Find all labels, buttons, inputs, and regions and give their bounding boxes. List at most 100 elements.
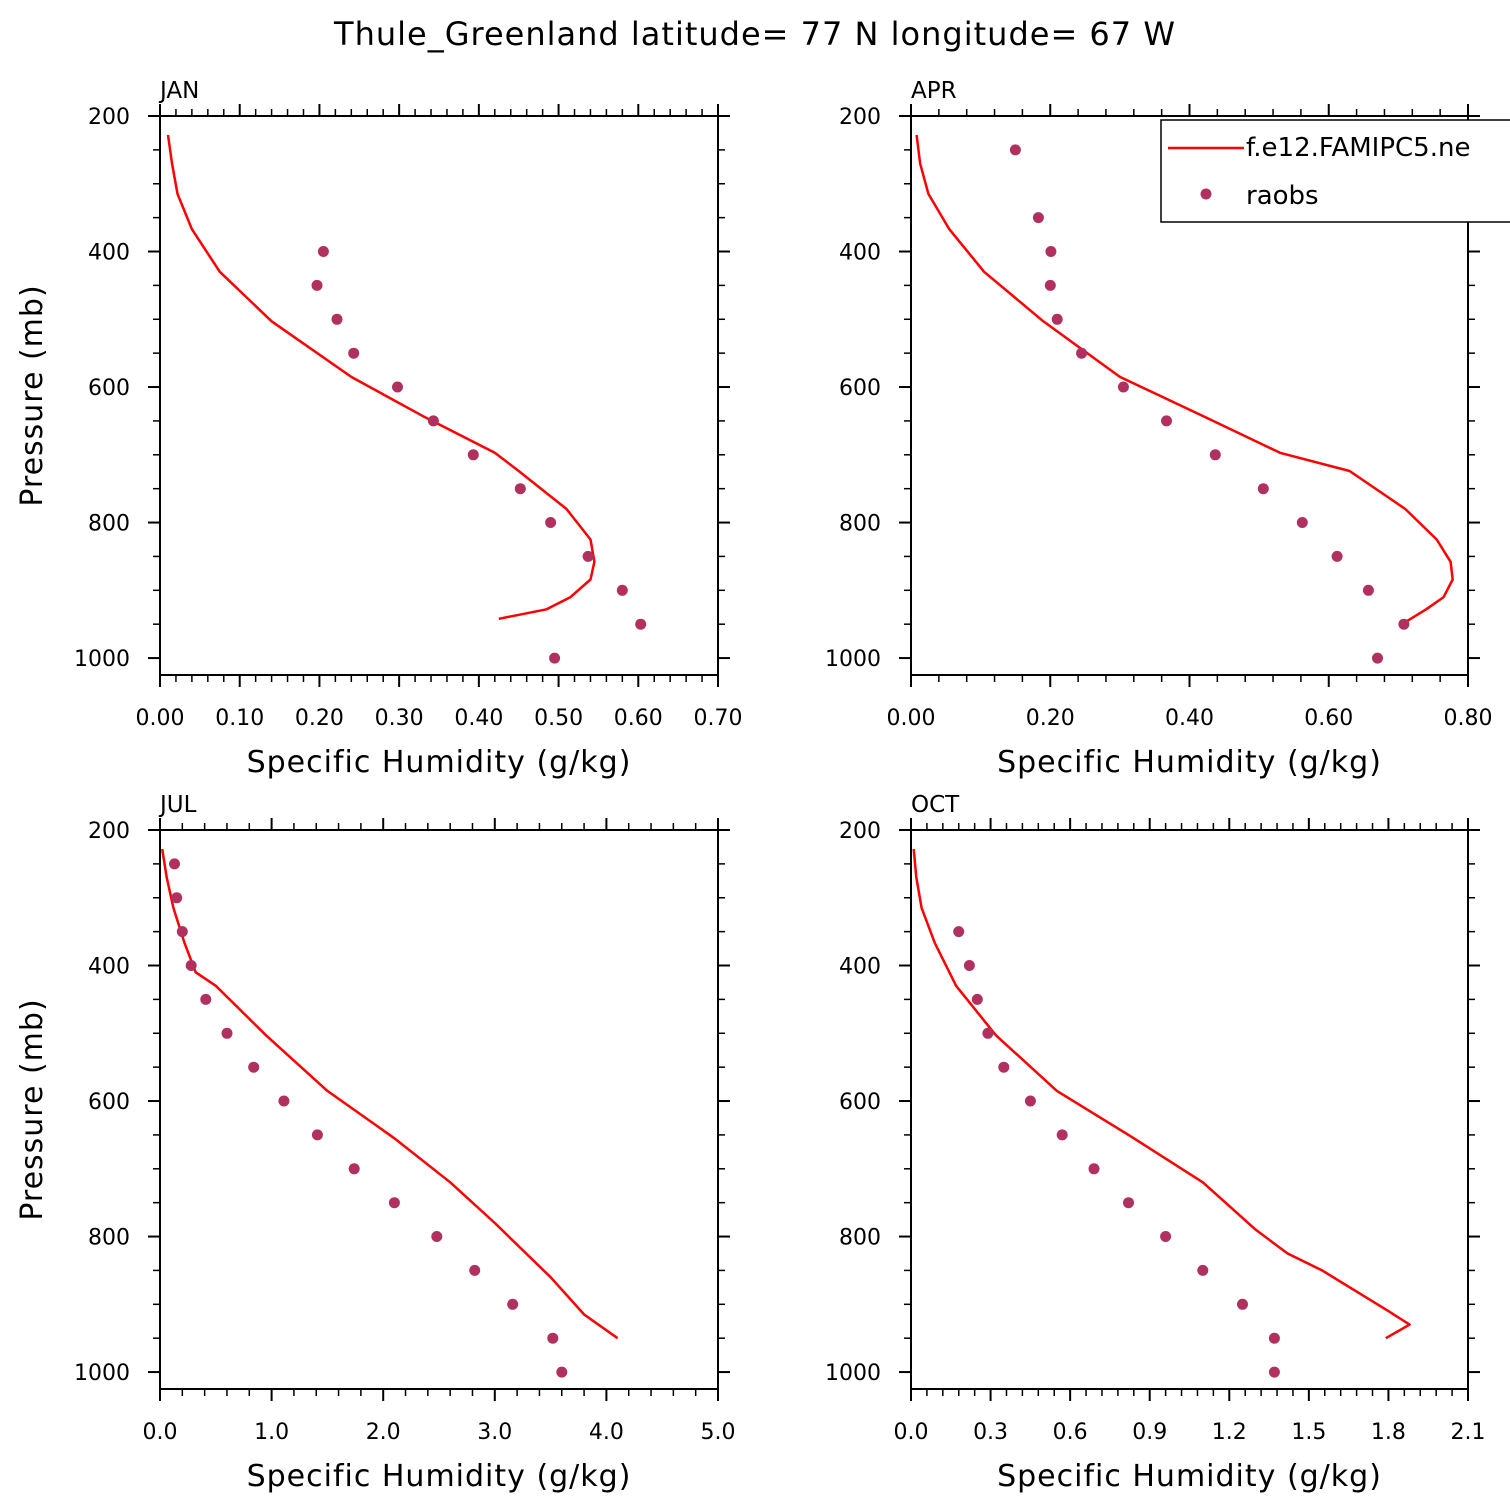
raobs-point xyxy=(1056,1129,1068,1141)
legend-obs-swatch xyxy=(1200,188,1212,200)
raobs-point xyxy=(1331,550,1343,562)
raobs-point xyxy=(248,1061,260,1073)
x-tick-label: 2.1 xyxy=(1451,1420,1486,1445)
raobs-point xyxy=(1268,1332,1280,1344)
model-line xyxy=(915,134,1454,626)
y-tick-label: 400 xyxy=(88,955,130,980)
legend: f.e12.FAMIPC5.ne raobs xyxy=(1160,119,1510,223)
raobs-point xyxy=(431,1231,443,1242)
y-tick-label: 1000 xyxy=(74,1361,130,1386)
raobs-point xyxy=(1024,1095,1036,1107)
x-tick-label: 0.00 xyxy=(136,706,185,731)
plot-frame xyxy=(159,115,719,676)
raobs-point xyxy=(971,993,983,1005)
raobs-point xyxy=(507,1298,519,1310)
y-tick-label: 200 xyxy=(839,819,881,844)
raobs-point xyxy=(185,960,197,971)
chart-panel-jan: JAN 0.00 0.10 0.20 0.30 0.40 0.50 0.60 0.70 200 40… xyxy=(15,78,742,780)
y-tick-label: 200 xyxy=(839,105,881,130)
raobs-point xyxy=(1117,381,1129,393)
plot-frame xyxy=(910,829,1469,1390)
raobs-point xyxy=(635,618,647,630)
x-axis-label: Specific Humidity (g/kg) xyxy=(997,745,1382,780)
x-tick-label: 0.30 xyxy=(375,706,424,731)
raobs-point xyxy=(1045,246,1057,257)
y-tick-label: 1000 xyxy=(825,647,881,672)
raobs-point xyxy=(1088,1163,1100,1175)
raobs-point xyxy=(982,1027,994,1039)
x-tick-label: 0.9 xyxy=(1132,1420,1167,1445)
raobs-point xyxy=(556,1366,568,1378)
x-tick-label: 1.2 xyxy=(1212,1420,1247,1445)
x-tick-label: 0.60 xyxy=(614,706,663,731)
raobs-point xyxy=(427,415,439,427)
x-tick-label: 1.5 xyxy=(1291,1420,1326,1445)
panel-label: JAN xyxy=(158,78,199,104)
raobs-point xyxy=(547,1332,559,1344)
x-tick-label: 3.0 xyxy=(477,1420,512,1445)
raobs-point xyxy=(1051,313,1063,325)
y-tick-label: 200 xyxy=(88,105,130,130)
raobs-point xyxy=(1372,652,1383,664)
model-line xyxy=(166,134,596,621)
raobs-point xyxy=(278,1095,290,1107)
x-tick-label: 0.50 xyxy=(534,706,583,731)
chart-panel-oct: OCT 0.0 0.3 0.6 0.9 1.2 1.5 1.8 2.1 200 400 600 800 1… xyxy=(825,792,1486,1494)
raobs-point xyxy=(388,1197,400,1209)
raobs-point xyxy=(1160,1231,1172,1242)
panel-label: JUL xyxy=(158,792,197,818)
raobs-point xyxy=(1161,415,1172,427)
x-axis-label: Specific Humidity (g/kg) xyxy=(997,1459,1382,1494)
x-tick-label: 5.0 xyxy=(701,1420,736,1445)
model-line xyxy=(160,848,619,1340)
raobs-point xyxy=(1268,1366,1280,1378)
raobs-point xyxy=(348,347,360,359)
raobs-point xyxy=(392,381,403,393)
x-tick-label: 1.8 xyxy=(1371,1420,1406,1445)
raobs-point xyxy=(171,892,183,904)
y-tick-label: 800 xyxy=(839,1226,881,1251)
raobs-point xyxy=(469,1264,481,1276)
x-axis-label: Specific Humidity (g/kg) xyxy=(247,745,632,780)
raobs-point xyxy=(1076,347,1088,359)
raobs-point xyxy=(176,926,188,938)
raobs-point xyxy=(317,246,329,257)
x-axis-label: Specific Humidity (g/kg) xyxy=(247,1459,632,1494)
y-tick-label: 600 xyxy=(88,376,130,401)
raobs-point xyxy=(1197,1264,1209,1276)
raobs-point xyxy=(1009,144,1021,156)
raobs-point xyxy=(549,652,561,664)
y-tick-label: 400 xyxy=(839,241,881,266)
raobs-point xyxy=(616,584,628,596)
raobs-point xyxy=(1044,279,1056,291)
y-axis-label: Pressure (mb) xyxy=(15,284,50,506)
x-tick-label: 0.60 xyxy=(1304,706,1353,731)
panels: JAN 0.00 0.10 0.20 0.30 0.40 0.50 0.60 0.70 200 40… xyxy=(15,78,1510,1494)
x-tick-label: 0.6 xyxy=(1053,1420,1088,1445)
panel-label: APR xyxy=(911,78,957,104)
raobs-point xyxy=(311,279,323,291)
x-tick-label: 0.80 xyxy=(1444,706,1493,731)
y-tick-label: 400 xyxy=(88,241,130,266)
panel-label: OCT xyxy=(911,792,960,818)
raobs-point xyxy=(331,313,343,325)
x-tick-label: 0.0 xyxy=(143,1420,178,1445)
figure-title: Thule_Greenland latitude= 77 N longitude… xyxy=(333,15,1176,53)
chart-panel-apr: APR 0.00 0.20 0.40 0.60 0.80 200 400 600 800 1000 S… xyxy=(825,78,1492,780)
legend-obs-label: raobs xyxy=(1246,181,1319,211)
x-tick-label: 0.3 xyxy=(973,1420,1008,1445)
x-tick-label: 0.00 xyxy=(887,706,936,731)
raobs-point xyxy=(467,449,479,461)
model-line xyxy=(912,848,1411,1340)
raobs-point xyxy=(348,1163,360,1175)
raobs-point xyxy=(582,550,594,562)
raobs-point xyxy=(221,1027,233,1039)
raobs-point xyxy=(200,993,212,1005)
x-tick-label: 0.70 xyxy=(694,706,743,731)
chart-panel-jul: JUL 0.0 1.0 2.0 3.0 4.0 5.0 200 400 600 800 1000 Spe… xyxy=(15,792,736,1494)
raobs-point xyxy=(1398,618,1410,630)
legend-box xyxy=(1160,119,1510,223)
x-tick-label: 0.20 xyxy=(1026,706,1075,731)
x-tick-label: 0.40 xyxy=(1165,706,1214,731)
